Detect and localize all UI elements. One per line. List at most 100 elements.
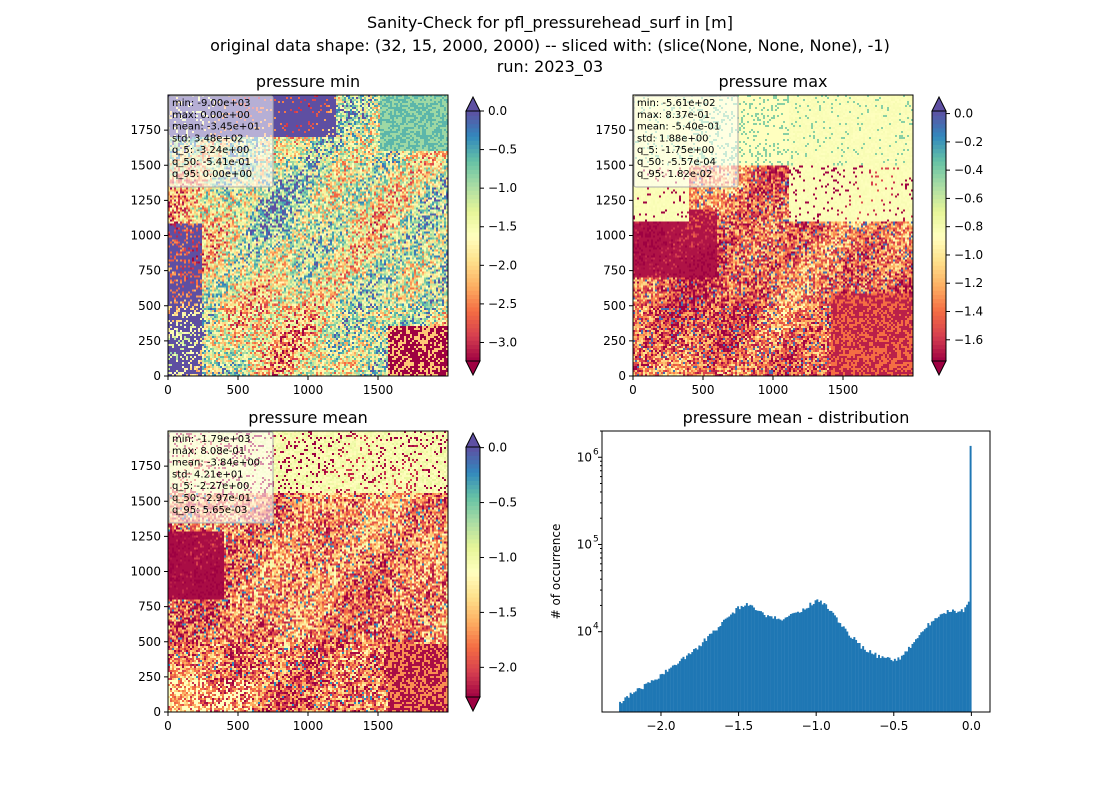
colorbar-segment [466, 302, 480, 308]
histogram-bar [715, 630, 718, 712]
colorbar-segment [466, 476, 480, 481]
histogram-bar [832, 612, 835, 712]
colorbar-segment [466, 505, 480, 511]
histogram-bar [848, 635, 851, 712]
histogram-bar [811, 605, 814, 712]
stats-line: q_50: -2.97e-01 [172, 493, 251, 504]
histogram-bar [717, 627, 720, 712]
colorbar-segment [466, 563, 480, 569]
histogram-bar [712, 630, 715, 712]
histogram-bar [925, 627, 928, 712]
histogram-bar [870, 653, 873, 712]
histogram-bar [645, 683, 648, 712]
colorbar-segment [466, 319, 480, 325]
histogram-bar [818, 602, 821, 712]
colorbar-segment [466, 344, 480, 350]
colorbar-segment [932, 227, 946, 233]
y-tick-label: 0 [153, 369, 161, 383]
histogram-bar [833, 615, 836, 712]
histogram-bar [900, 655, 903, 712]
colorbar-segment [466, 526, 480, 531]
histogram-bar [841, 626, 843, 712]
histogram-bar [814, 600, 817, 712]
stats-line: q_95: 0.00e+00 [172, 169, 252, 180]
colorbar-segment [932, 198, 946, 204]
colorbar-segment [466, 181, 480, 187]
colorbar-segment [466, 638, 480, 644]
colorbar-segment [466, 472, 480, 477]
histogram-bar [909, 647, 912, 712]
colorbar-segment [466, 580, 480, 586]
histogram-bar [694, 648, 697, 712]
histogram-bar [858, 642, 861, 712]
colorbar-segment [466, 609, 480, 615]
colorbar-segment [466, 492, 480, 498]
histogram-bar [689, 654, 692, 712]
y-tick-label: 750 [603, 264, 626, 278]
histogram-bar [770, 616, 773, 712]
colorbar-segment [466, 161, 480, 166]
histogram-bar [899, 659, 902, 712]
colorbar-segment [932, 131, 946, 137]
colorbar-segment [932, 302, 946, 308]
colorbar-segment [466, 131, 480, 137]
histogram-bar [781, 620, 784, 712]
colorbar-segment [466, 290, 480, 295]
colorbar-tick-label: −1.0 [488, 550, 517, 564]
histogram-bar [654, 679, 657, 712]
colorbar-tick-label: −2.0 [488, 258, 517, 272]
colorbar-segment [466, 240, 480, 245]
colorbar-segment [466, 522, 480, 527]
colorbar-segment [466, 352, 480, 358]
histogram-bar [663, 674, 666, 712]
histogram-bar [687, 653, 690, 712]
histogram-bar [869, 650, 872, 712]
histogram-bar [657, 678, 660, 712]
y-tick-label: 1500 [595, 158, 626, 172]
histogram-bar [883, 657, 886, 712]
stats-line: max: 8.08e-01 [172, 446, 245, 457]
histogram-bar [862, 646, 865, 712]
colorbar-segment [466, 680, 480, 686]
colorbar-segment [932, 356, 946, 362]
y-tick-label: 500 [138, 299, 161, 313]
histogram-bar [826, 608, 829, 712]
colorbar-segment [932, 206, 946, 212]
colorbar-segment [932, 261, 946, 266]
histogram-bar [837, 622, 840, 712]
histogram-bar [876, 657, 879, 712]
colorbar-segment [466, 459, 480, 465]
colorbar-segment [466, 336, 480, 341]
histogram-bar [652, 680, 655, 712]
colorbar-segment [466, 236, 480, 241]
histogram-bar [708, 633, 711, 712]
histogram-bar [823, 603, 826, 712]
colorbar-segment [466, 211, 480, 216]
histogram-bar [730, 614, 733, 712]
histogram-bar [855, 639, 858, 712]
colorbar-segment [932, 286, 946, 291]
stats-line: q_95: 1.82e-02 [637, 169, 712, 180]
colorbar-tick-label: −3.0 [488, 335, 517, 349]
histogram-bar [888, 657, 891, 712]
colorbar-segment [466, 480, 480, 486]
colorbar-segment [466, 244, 480, 250]
histogram-frame [601, 430, 991, 713]
histogram-bar [839, 623, 842, 712]
histogram-bar [763, 614, 766, 712]
colorbar-segment [932, 290, 946, 295]
histogram-bar [726, 617, 729, 712]
histogram-bar [851, 638, 854, 712]
histogram-bar [863, 649, 866, 712]
colorbar-tick-label: −1.0 [954, 248, 983, 262]
histogram-bar [879, 658, 882, 712]
colorbar-segment [466, 223, 480, 229]
x-tick-label: 500 [692, 383, 715, 397]
colorbar-frame [931, 110, 947, 362]
histogram-bar [666, 671, 669, 712]
colorbar-segment [466, 692, 480, 698]
histogram-bar [742, 606, 745, 712]
histogram-bar [643, 684, 646, 712]
histogram-bar [856, 643, 859, 712]
histogram-x-tick-label: −0.5 [879, 719, 908, 733]
